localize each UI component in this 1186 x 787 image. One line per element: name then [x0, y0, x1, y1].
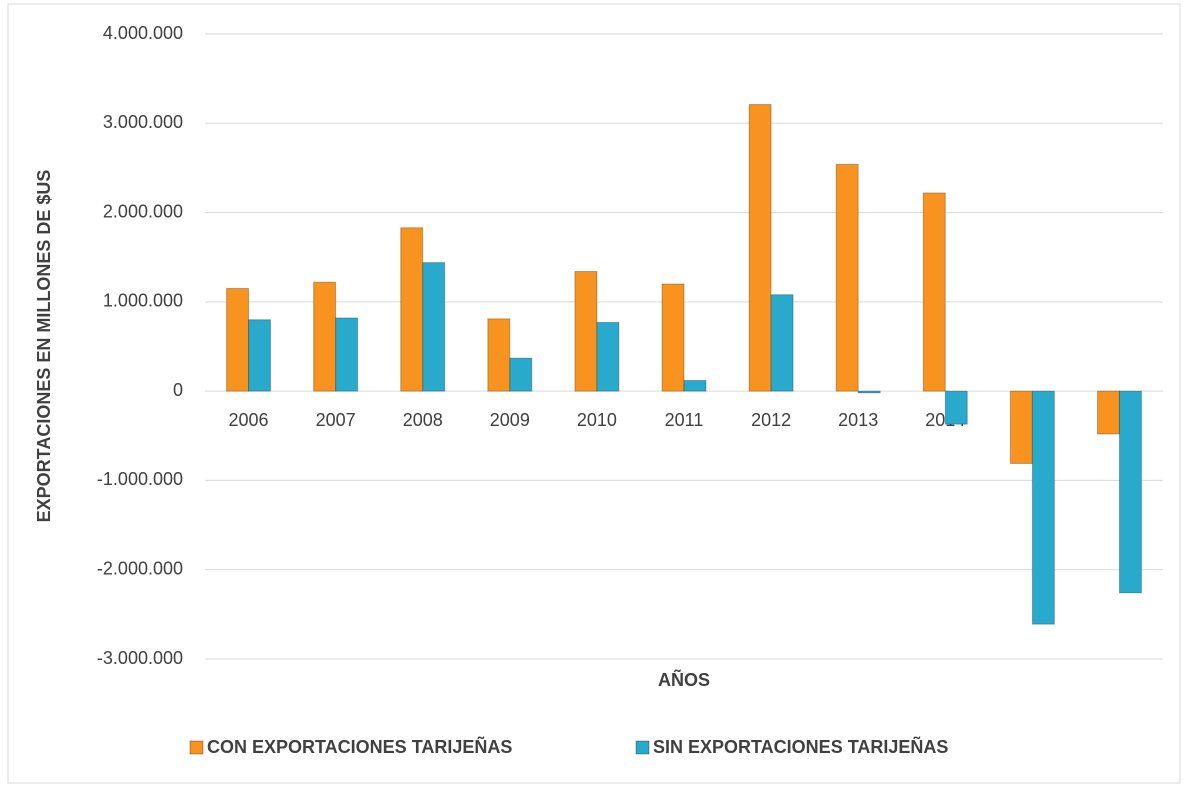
legend-label: CON EXPORTACIONES TARIJEÑAS [207, 736, 512, 757]
bar [683, 379, 707, 392]
bar [335, 317, 359, 392]
bar [1009, 390, 1033, 464]
bar [661, 283, 685, 392]
y-axis-title: EXPORTACIONES EN MILLONES DE $US [34, 170, 54, 523]
chart-frame [7, 3, 1181, 784]
bar [313, 281, 337, 392]
bar [400, 227, 424, 392]
bar [944, 390, 968, 425]
bar [1118, 390, 1142, 594]
y-tick-label: -3.000.000 [97, 648, 183, 668]
bar [748, 104, 772, 392]
bar [574, 271, 598, 392]
bar [509, 357, 533, 392]
legend-label: SIN EXPORTACIONES TARIJEÑAS [653, 736, 948, 757]
y-tick-label: 2.000.000 [103, 201, 183, 221]
x-tick-label: 2011 [665, 410, 704, 430]
x-tick-label: 2008 [403, 410, 443, 430]
bar [835, 163, 859, 392]
bar [596, 321, 620, 392]
y-tick-label: -2.000.000 [97, 558, 183, 578]
bar [248, 319, 272, 392]
x-tick-label: 2006 [229, 410, 269, 430]
bar [857, 390, 881, 394]
y-tick-label: 0 [173, 380, 183, 400]
bar [770, 294, 794, 392]
x-tick-label: 2010 [577, 410, 617, 430]
x-tick-label: 2009 [490, 410, 530, 430]
bar [487, 318, 511, 392]
x-tick-label: 2012 [751, 410, 791, 430]
bar [1031, 390, 1055, 625]
bar [1096, 390, 1120, 435]
legend-marker [635, 740, 650, 755]
x-tick-label: 2013 [838, 410, 878, 430]
y-tick-label: 3.000.000 [103, 112, 183, 132]
bar [922, 192, 946, 392]
legend-marker [189, 740, 204, 755]
y-tick-label: -1.000.000 [97, 469, 183, 489]
bar [226, 287, 250, 392]
x-axis-title: AÑOS [658, 669, 710, 690]
x-tick-label: 2007 [316, 410, 356, 430]
y-tick-label: 1.000.000 [103, 291, 183, 311]
bar [422, 262, 446, 392]
y-tick-label: 4.000.000 [103, 23, 183, 43]
